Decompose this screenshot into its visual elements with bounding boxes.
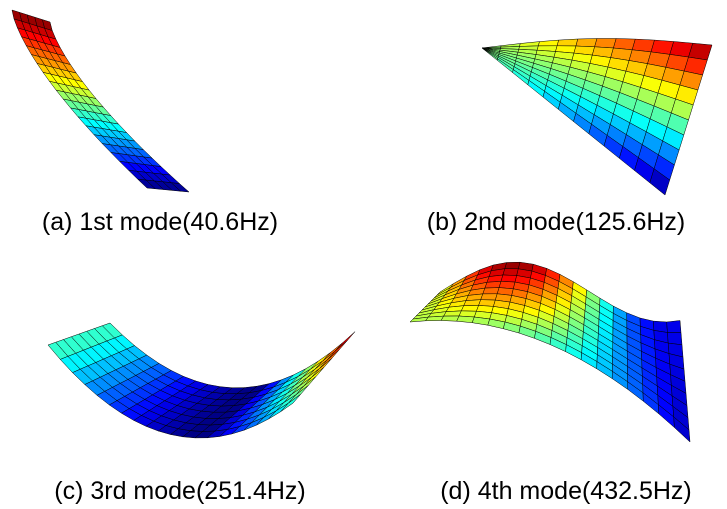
surface-facet [482,287,500,295]
surface-facet [504,261,521,270]
surface-facet [484,281,502,289]
surface-facet [519,41,540,47]
surface-facet [673,416,691,443]
surface-facet [538,39,559,47]
surface-d [409,261,691,443]
surface-facet [461,305,479,312]
surface-c [47,322,356,439]
surface-facet [666,320,682,333]
surface-facet [322,342,344,362]
panel-caption: (d) 4th mode(432.5Hz) [440,477,692,505]
surface-facet [575,38,598,48]
surface-facet [667,332,683,346]
surface-facet [334,331,356,352]
surface-facet [456,315,475,323]
panel-caption: (c) 3rd mode(251.4Hz) [54,477,305,505]
surface-facet [463,299,481,306]
panel-caption: (a) 1st mode(40.6Hz) [42,208,278,236]
surface-facet [440,315,460,322]
surface-a [11,9,190,193]
surface-b [481,38,713,196]
surface-facet [649,168,670,196]
surface-facet [42,19,53,31]
surface-facet [480,293,498,301]
surface-facet [556,38,579,47]
panel-caption: (b) 2nd mode(125.6Hz) [427,208,685,236]
surface-facet [500,274,517,283]
surface-facet [594,38,617,49]
surface-facet [443,310,462,317]
surface-facet [502,268,519,276]
